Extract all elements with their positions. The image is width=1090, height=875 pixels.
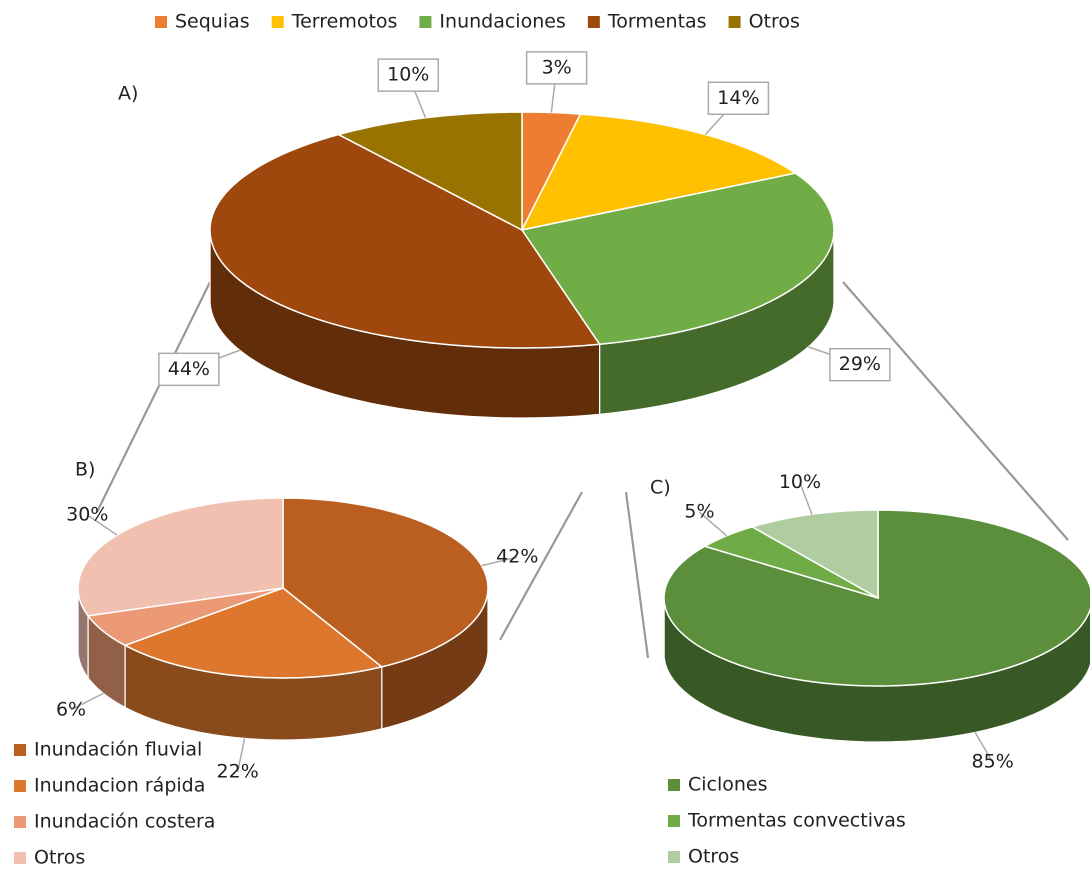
data-label: 22% bbox=[217, 761, 259, 783]
legend-swatch bbox=[728, 16, 741, 28]
slice bbox=[520, 172, 835, 346]
data-label: 3% bbox=[542, 56, 572, 78]
legend-swatch bbox=[668, 851, 680, 863]
data-label: 30% bbox=[66, 503, 108, 525]
data-label: 6% bbox=[56, 698, 86, 720]
data-label: 44% bbox=[168, 358, 210, 380]
label-leader bbox=[236, 738, 246, 773]
legend-label: Tormentas bbox=[607, 11, 707, 33]
data-label: 29% bbox=[839, 353, 881, 375]
label-leader bbox=[70, 692, 104, 711]
legend-swatch bbox=[271, 16, 284, 28]
connector bbox=[96, 281, 211, 513]
label-box bbox=[829, 347, 891, 382]
label-leader bbox=[799, 482, 813, 515]
legend-swatch bbox=[419, 16, 432, 28]
label-leader bbox=[698, 511, 728, 537]
legend-label: Sequias bbox=[175, 11, 250, 33]
slice bbox=[123, 587, 384, 679]
data-label: 42% bbox=[496, 546, 538, 568]
label-box bbox=[707, 81, 770, 116]
data-label: 14% bbox=[717, 87, 759, 109]
slice bbox=[336, 111, 523, 232]
legend-swatch bbox=[587, 16, 600, 28]
pie-title: A) bbox=[118, 83, 138, 105]
legend-label: Otros bbox=[34, 847, 85, 869]
slice bbox=[77, 497, 284, 617]
legend-swatch bbox=[14, 744, 26, 756]
label-leader bbox=[86, 514, 118, 536]
legend-swatch bbox=[14, 852, 26, 864]
legend-label: Inundación fluvial bbox=[34, 739, 202, 761]
pie-title: C) bbox=[650, 477, 671, 499]
data-label: 5% bbox=[684, 501, 714, 523]
legend-label: Inundaciones bbox=[439, 11, 565, 33]
data-label: 85% bbox=[972, 751, 1014, 773]
legend-label: Otros bbox=[749, 11, 800, 33]
legend-swatch bbox=[14, 780, 26, 792]
legend-label: Ciclones bbox=[688, 774, 768, 796]
label-box bbox=[377, 58, 439, 92]
connector bbox=[624, 491, 650, 659]
legend-swatch bbox=[668, 779, 680, 791]
legend-label: Tormentas convectivas bbox=[687, 810, 906, 832]
legend-swatch bbox=[155, 16, 167, 28]
legend-label: Terremotos bbox=[291, 11, 398, 33]
data-label: 10% bbox=[779, 471, 821, 493]
slice bbox=[209, 133, 601, 349]
data-label: 10% bbox=[387, 64, 429, 86]
connector bbox=[842, 281, 1069, 541]
label-leader bbox=[481, 556, 518, 567]
legend-label: Inundacion rápida bbox=[34, 775, 205, 797]
slice bbox=[750, 509, 879, 600]
legend-swatch bbox=[14, 816, 26, 828]
legend-label: Otros bbox=[688, 846, 739, 868]
legend-swatch bbox=[668, 815, 680, 827]
label-leader bbox=[974, 732, 994, 763]
slice bbox=[520, 113, 798, 232]
pie-title: B) bbox=[75, 459, 95, 481]
label-box bbox=[158, 352, 220, 387]
legend-label: Inundación costera bbox=[34, 811, 215, 833]
connector bbox=[499, 491, 583, 641]
label-box bbox=[525, 51, 588, 85]
